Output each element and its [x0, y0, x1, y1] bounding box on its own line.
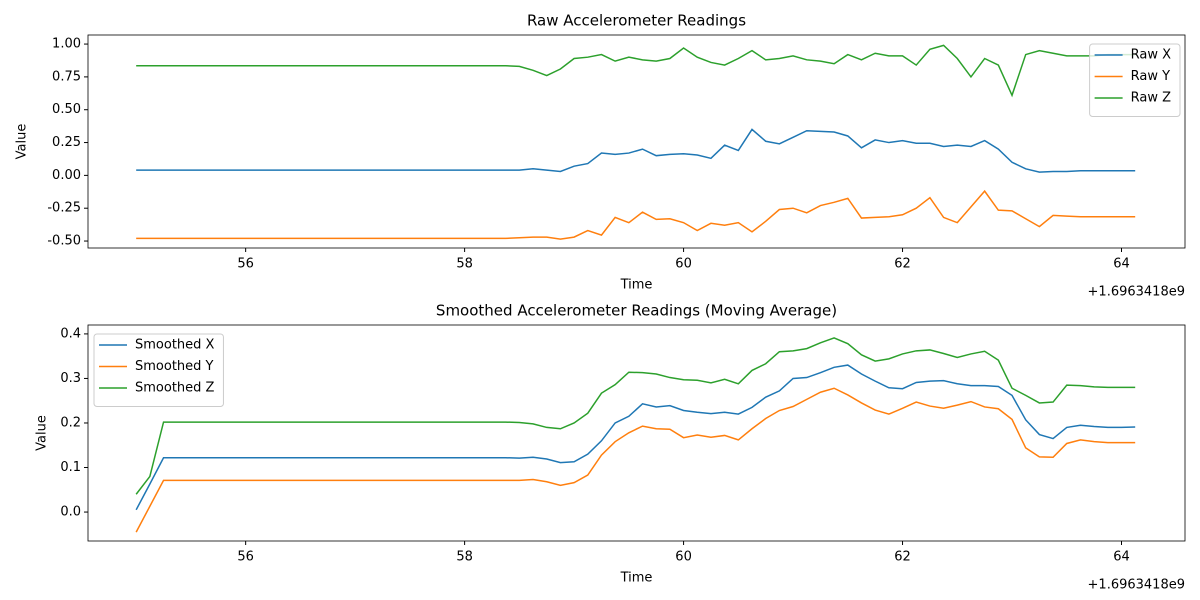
y-axis-label: Value: [15, 124, 30, 160]
chart-title: Raw Accelerometer Readings: [527, 12, 746, 30]
axes-frame: [87, 324, 1186, 542]
y-tick-label: 0.75: [52, 69, 81, 84]
axes-frame: [87, 34, 1186, 249]
legend-label: Smoothed Z: [135, 381, 215, 396]
data-line: [136, 44, 1136, 98]
x-tick-label: 60: [675, 257, 692, 272]
x-tick-label: 62: [894, 550, 911, 565]
chart-title: Smoothed Accelerometer Readings (Moving …: [436, 302, 837, 320]
legend: Raw X Raw Y Raw Z: [1089, 43, 1181, 117]
legend-label: Raw Y: [1131, 69, 1170, 84]
plot-area: [88, 325, 1185, 541]
plot-area: [88, 35, 1185, 248]
y-tick-label: 1.00: [52, 37, 81, 52]
y-tick-label: 0.1: [60, 460, 81, 475]
legend-label: Smoothed X: [135, 338, 215, 353]
y-tick-label: 0.50: [52, 102, 81, 117]
y-tick-label: -0.50: [47, 234, 81, 249]
y-tick-label: 0.0: [60, 505, 81, 520]
y-axis-label: Value: [35, 415, 50, 451]
legend-label: Raw Z: [1131, 91, 1171, 106]
data-line: [136, 128, 1136, 173]
x-offset-label: +1.6963418e9: [1088, 285, 1185, 300]
x-tick-label: 56: [237, 550, 254, 565]
data-line: [135, 337, 1136, 495]
x-axis-label: Time: [620, 571, 653, 586]
x-axis-label: Time: [620, 278, 653, 293]
data-line: [136, 189, 1136, 240]
y-tick-label: 0.4: [60, 326, 81, 341]
y-tick-label: 0.2: [60, 415, 81, 430]
x-tick-label: 64: [1113, 550, 1130, 565]
data-line: [135, 387, 1136, 533]
x-tick-label: 62: [894, 257, 911, 272]
x-tick-label: 58: [456, 550, 473, 565]
legend-label: Smoothed Y: [135, 359, 214, 374]
x-tick-label: 56: [237, 257, 254, 272]
y-tick-label: 0.00: [52, 168, 81, 183]
x-tick-label: 58: [456, 257, 473, 272]
x-tick-label: 64: [1113, 257, 1130, 272]
legend-label: Raw X: [1131, 48, 1171, 63]
y-tick-label: 0.25: [52, 135, 81, 150]
data-line: [135, 364, 1136, 511]
legend: Smoothed X Smoothed Y Smoothed Z: [93, 333, 224, 407]
y-tick-label: -0.25: [47, 201, 81, 216]
x-tick-label: 60: [675, 550, 692, 565]
y-tick-label: 0.3: [60, 371, 81, 386]
x-offset-label: +1.6963418e9: [1088, 578, 1185, 593]
